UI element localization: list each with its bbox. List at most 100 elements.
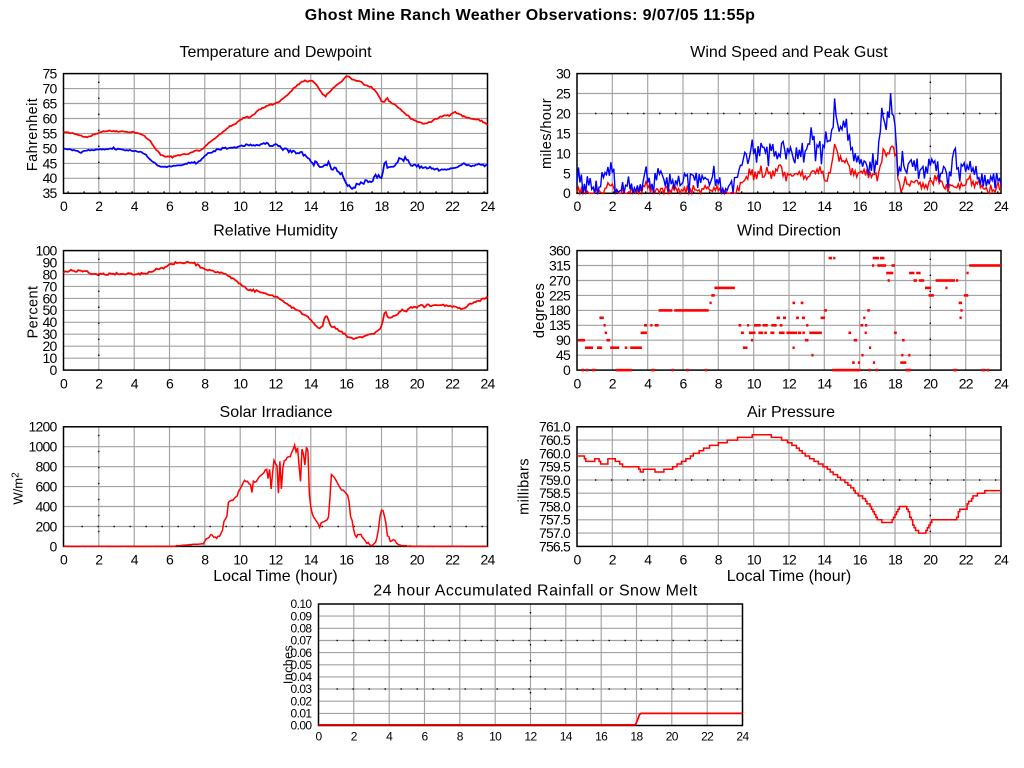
svg-text:18: 18 — [375, 198, 390, 214]
svg-text:12: 12 — [782, 198, 797, 214]
svg-text:24: 24 — [994, 198, 1009, 214]
svg-text:135: 135 — [549, 317, 571, 333]
svg-text:760.5: 760.5 — [539, 432, 571, 448]
svg-text:40: 40 — [43, 170, 58, 186]
svg-text:22: 22 — [959, 198, 974, 214]
svg-text:24: 24 — [481, 198, 496, 214]
svg-text:20: 20 — [666, 730, 679, 744]
svg-text:0.03: 0.03 — [291, 682, 313, 696]
svg-text:50: 50 — [43, 302, 58, 318]
svg-text:761.0: 761.0 — [539, 419, 571, 435]
svg-text:millibars: millibars — [517, 458, 533, 515]
svg-text:80: 80 — [43, 266, 58, 282]
svg-text:24: 24 — [736, 730, 749, 744]
svg-text:14: 14 — [817, 376, 832, 392]
svg-text:8: 8 — [201, 198, 209, 214]
svg-text:8: 8 — [201, 376, 209, 392]
svg-text:W/m2: W/m2 — [11, 472, 26, 505]
svg-text:miles/hour: miles/hour — [539, 98, 555, 169]
svg-text:12: 12 — [269, 198, 284, 214]
svg-text:Fahrenheit: Fahrenheit — [25, 98, 41, 171]
svg-text:60: 60 — [43, 290, 58, 306]
svg-text:0: 0 — [315, 730, 322, 744]
svg-text:6: 6 — [166, 552, 174, 568]
svg-text:0: 0 — [50, 538, 58, 554]
svg-text:35: 35 — [43, 185, 58, 201]
svg-text:18: 18 — [630, 730, 643, 744]
svg-text:Local Time (hour): Local Time (hour) — [727, 568, 852, 585]
svg-text:12: 12 — [269, 376, 284, 392]
svg-text:2: 2 — [95, 552, 103, 568]
svg-text:2: 2 — [609, 198, 617, 214]
svg-text:0: 0 — [60, 552, 68, 568]
svg-text:759.5: 759.5 — [539, 459, 571, 475]
svg-text:24: 24 — [994, 552, 1009, 568]
svg-text:0.06: 0.06 — [291, 646, 313, 660]
svg-text:4: 4 — [131, 552, 139, 568]
svg-text:0: 0 — [574, 376, 582, 392]
svg-text:4: 4 — [131, 198, 139, 214]
svg-text:0.09: 0.09 — [291, 609, 313, 623]
svg-text:Air Pressure: Air Pressure — [747, 404, 835, 421]
svg-text:4: 4 — [644, 198, 652, 214]
svg-text:757.5: 757.5 — [539, 512, 571, 528]
svg-text:0.00: 0.00 — [291, 719, 313, 733]
svg-text:Wind Speed and Peak Gust: Wind Speed and Peak Gust — [690, 44, 888, 61]
svg-text:18: 18 — [888, 376, 903, 392]
svg-text:0: 0 — [60, 198, 68, 214]
svg-text:12: 12 — [269, 552, 284, 568]
svg-text:10: 10 — [747, 376, 762, 392]
svg-text:16: 16 — [853, 376, 868, 392]
svg-text:30: 30 — [43, 326, 58, 342]
svg-text:0: 0 — [574, 198, 582, 214]
svg-text:25: 25 — [556, 86, 571, 102]
svg-text:14: 14 — [304, 376, 319, 392]
svg-text:758.0: 758.0 — [539, 498, 571, 514]
svg-text:22: 22 — [959, 376, 974, 392]
svg-text:0: 0 — [50, 362, 58, 378]
svg-text:45: 45 — [556, 347, 571, 363]
svg-text:6: 6 — [166, 198, 174, 214]
svg-text:756.5: 756.5 — [539, 538, 571, 554]
svg-text:14: 14 — [817, 552, 832, 568]
svg-text:10: 10 — [233, 198, 248, 214]
svg-text:270: 270 — [549, 272, 571, 288]
svg-text:0.01: 0.01 — [291, 707, 313, 721]
svg-text:2: 2 — [95, 376, 103, 392]
svg-text:20: 20 — [410, 198, 425, 214]
svg-text:16: 16 — [595, 730, 608, 744]
svg-text:4: 4 — [131, 376, 139, 392]
svg-text:6: 6 — [166, 376, 174, 392]
svg-text:20: 20 — [923, 376, 938, 392]
svg-text:200: 200 — [36, 518, 58, 534]
svg-text:225: 225 — [549, 287, 571, 303]
svg-text:10: 10 — [747, 198, 762, 214]
svg-text:90: 90 — [43, 254, 58, 270]
svg-text:18: 18 — [375, 552, 390, 568]
svg-text:22: 22 — [445, 552, 460, 568]
svg-text:0.08: 0.08 — [291, 622, 313, 636]
svg-text:8: 8 — [715, 376, 723, 392]
svg-text:Solar Irradiance: Solar Irradiance — [220, 404, 333, 421]
svg-text:22: 22 — [701, 730, 714, 744]
svg-text:180: 180 — [549, 302, 571, 318]
svg-text:40: 40 — [43, 314, 58, 330]
svg-text:5: 5 — [563, 165, 571, 181]
svg-text:degrees: degrees — [532, 283, 548, 338]
svg-text:20: 20 — [556, 105, 571, 121]
svg-text:Ghost Mine Ranch Weather Obser: Ghost Mine Ranch Weather Observations: 9… — [305, 7, 755, 24]
svg-text:15: 15 — [556, 125, 571, 141]
svg-text:22: 22 — [445, 376, 460, 392]
svg-text:Inches: Inches — [282, 645, 296, 684]
svg-text:18: 18 — [888, 552, 903, 568]
svg-text:30: 30 — [556, 66, 571, 82]
svg-text:20: 20 — [43, 338, 58, 354]
svg-text:65: 65 — [43, 95, 58, 111]
svg-text:2: 2 — [609, 376, 617, 392]
svg-text:60: 60 — [43, 110, 58, 126]
svg-text:0.05: 0.05 — [291, 658, 313, 672]
svg-text:24: 24 — [481, 552, 496, 568]
svg-text:8: 8 — [201, 552, 209, 568]
svg-text:2: 2 — [609, 552, 617, 568]
svg-text:10: 10 — [556, 145, 571, 161]
